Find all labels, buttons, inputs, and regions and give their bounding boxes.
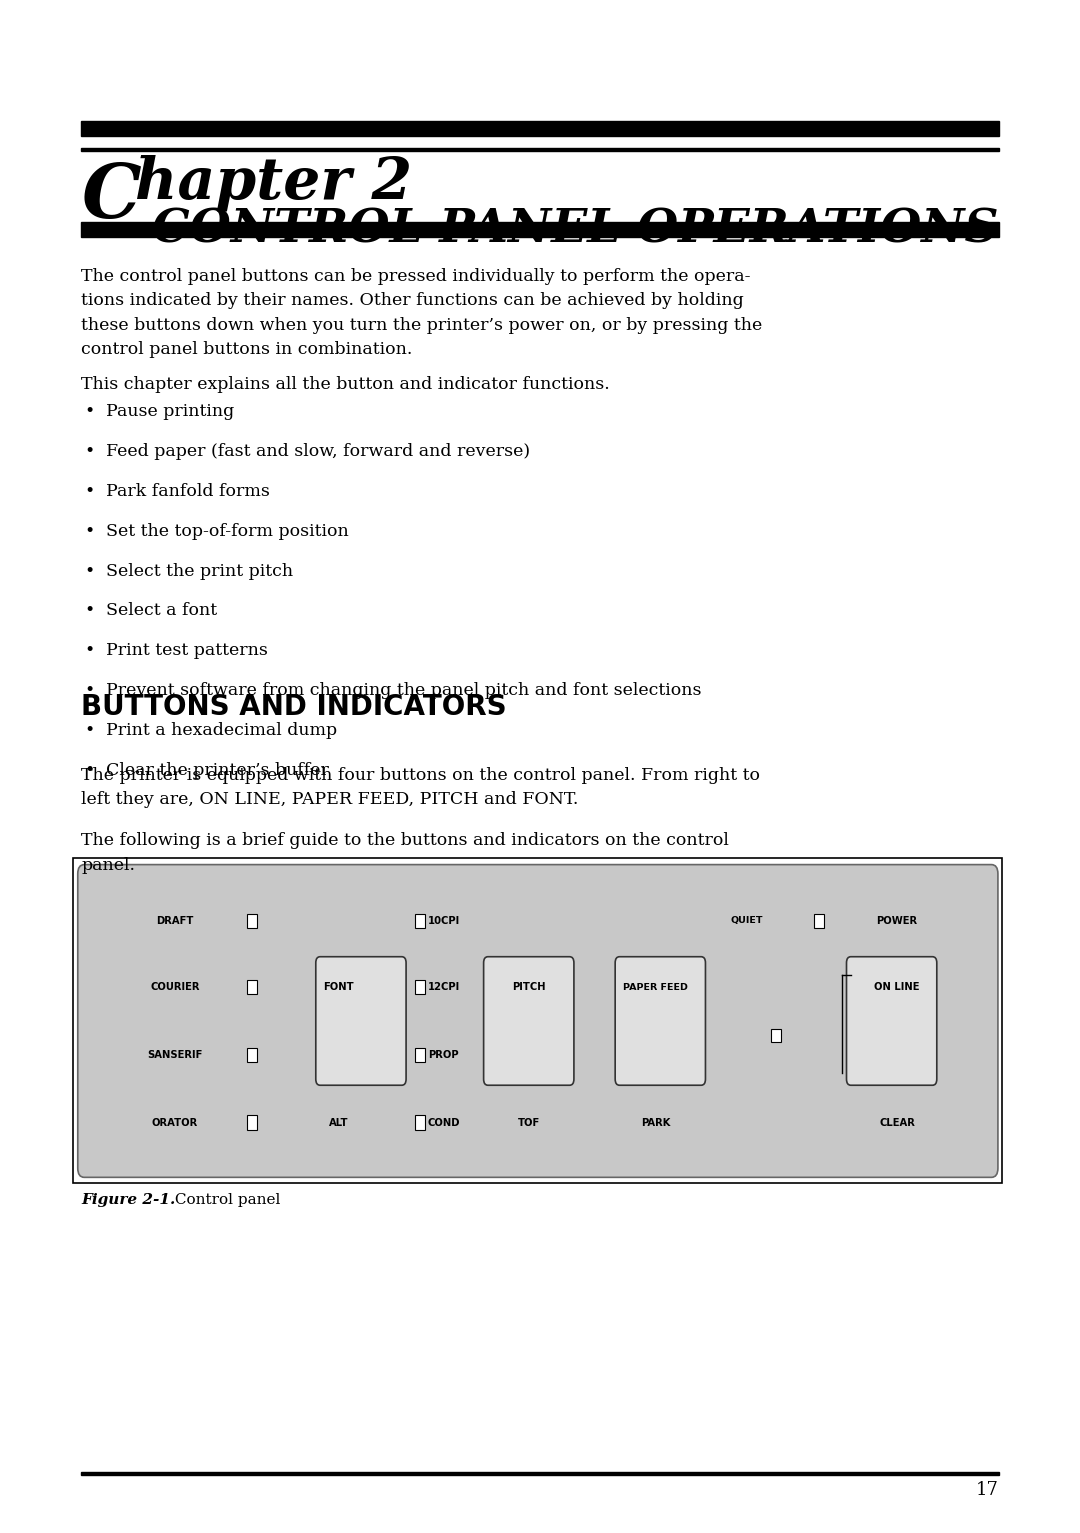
Text: •: • — [84, 483, 95, 500]
Bar — [247, 1047, 257, 1062]
Text: •: • — [84, 762, 95, 779]
Text: 17: 17 — [976, 1481, 999, 1499]
Text: Feed paper (fast and slow, forward and reverse): Feed paper (fast and slow, forward and r… — [106, 443, 530, 460]
Text: Control panel: Control panel — [170, 1193, 280, 1206]
FancyBboxPatch shape — [78, 865, 998, 1177]
Text: The printer is equipped with four buttons on the control panel. From right to
le: The printer is equipped with four button… — [81, 766, 760, 808]
Text: COURIER: COURIER — [150, 983, 200, 992]
FancyBboxPatch shape — [847, 957, 936, 1085]
Text: ON LINE: ON LINE — [875, 983, 920, 992]
Bar — [415, 914, 426, 927]
Text: ALT: ALT — [328, 1118, 348, 1128]
Text: Pause printing: Pause printing — [106, 403, 234, 420]
Text: •: • — [84, 602, 95, 619]
Text: Print a hexadecimal dump: Print a hexadecimal dump — [106, 722, 337, 739]
Bar — [247, 980, 257, 995]
Text: hapter 2: hapter 2 — [135, 155, 413, 212]
Bar — [771, 1029, 781, 1042]
Text: The control panel buttons can be pressed individually to perform the opera-
tion: The control panel buttons can be pressed… — [81, 268, 762, 357]
Text: •: • — [84, 722, 95, 739]
Text: Select a font: Select a font — [106, 602, 217, 619]
Bar — [81, 222, 999, 238]
Text: •: • — [84, 682, 95, 699]
Bar — [814, 914, 824, 927]
Text: TOF: TOF — [517, 1118, 540, 1128]
FancyBboxPatch shape — [484, 957, 573, 1085]
Text: QUIET: QUIET — [730, 917, 762, 926]
Bar — [247, 914, 257, 927]
Text: •: • — [84, 443, 95, 460]
Text: Set the top-of-form position: Set the top-of-form position — [106, 523, 349, 540]
Text: POWER: POWER — [877, 915, 918, 926]
Text: SANSERIF: SANSERIF — [147, 1050, 203, 1059]
Bar — [415, 980, 426, 995]
Text: •: • — [84, 523, 95, 540]
Text: PITCH: PITCH — [512, 983, 545, 992]
Bar — [73, 858, 1002, 1183]
Text: •: • — [84, 642, 95, 659]
Text: 12CPI: 12CPI — [428, 983, 460, 992]
Bar — [81, 149, 999, 152]
Bar — [81, 121, 999, 136]
Text: PAPER FEED: PAPER FEED — [623, 983, 688, 992]
Text: C: C — [81, 161, 140, 233]
Text: PROP: PROP — [428, 1050, 459, 1059]
Text: •: • — [84, 563, 95, 579]
Text: BUTTONS AND INDICATORS: BUTTONS AND INDICATORS — [81, 693, 507, 721]
Text: The following is a brief guide to the buttons and indicators on the control
pane: The following is a brief guide to the bu… — [81, 832, 729, 874]
Text: 10CPI: 10CPI — [428, 915, 460, 926]
Text: CLEAR: CLEAR — [879, 1118, 915, 1128]
Text: Figure 2-1.: Figure 2-1. — [81, 1193, 175, 1206]
Text: COND: COND — [428, 1118, 460, 1128]
Bar — [247, 1114, 257, 1130]
Text: Clear the printer’s buffer: Clear the printer’s buffer — [106, 762, 328, 779]
Text: ORATOR: ORATOR — [152, 1118, 198, 1128]
Text: •: • — [84, 403, 95, 420]
Text: Select the print pitch: Select the print pitch — [106, 563, 293, 579]
Text: FONT: FONT — [323, 983, 353, 992]
Bar — [415, 1047, 426, 1062]
Text: Prevent software from changing the panel pitch and font selections: Prevent software from changing the panel… — [106, 682, 701, 699]
Text: DRAFT: DRAFT — [157, 915, 193, 926]
Bar — [415, 1114, 426, 1130]
Text: Park fanfold forms: Park fanfold forms — [106, 483, 270, 500]
Text: This chapter explains all the button and indicator functions.: This chapter explains all the button and… — [81, 376, 610, 392]
Text: CONTROL PANEL OPERATIONS: CONTROL PANEL OPERATIONS — [152, 207, 999, 253]
Text: Print test patterns: Print test patterns — [106, 642, 268, 659]
Text: PARK: PARK — [642, 1118, 671, 1128]
FancyBboxPatch shape — [616, 957, 705, 1085]
FancyBboxPatch shape — [315, 957, 406, 1085]
Bar — [81, 1472, 999, 1475]
